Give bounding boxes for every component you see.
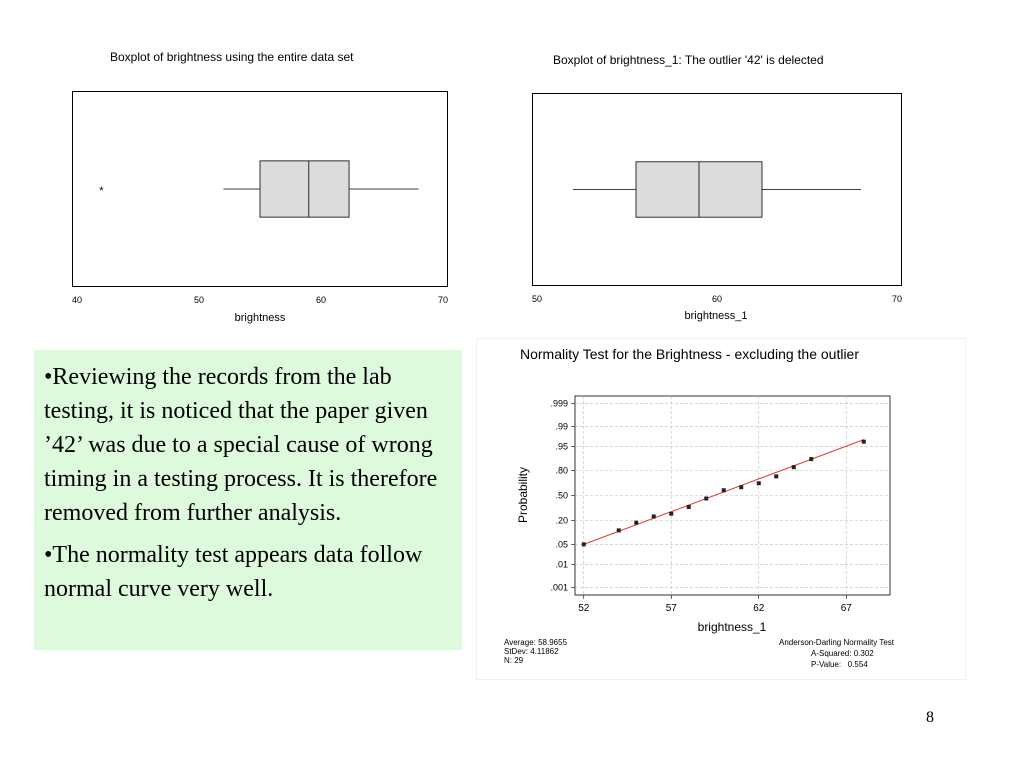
boxplot2-axis: 50 60 70 xyxy=(532,294,902,308)
np-point-1 xyxy=(616,528,621,533)
normality-title: Normality Test for the Brightness - excl… xyxy=(520,346,860,362)
stats-left: Average: 58.9655 StDev: 4.11862 N: 29 xyxy=(504,638,567,665)
np-xtick-57: 57 xyxy=(666,603,678,614)
np-ytick-.05: .05 xyxy=(555,539,568,549)
np-ytick-.95: .95 xyxy=(555,442,568,452)
bp0-tick-60: 60 xyxy=(315,295,327,305)
np-point-11 xyxy=(791,465,796,470)
stat-stdev: StDev: 4.11862 xyxy=(504,647,559,656)
np-point-2 xyxy=(634,520,639,525)
boxplot2-xlabel: brightness_1 xyxy=(684,310,748,322)
normality-plot-svg: .999 .99 .95 .80 .50 .20 .05 .01 .001 52 57 62 67 xyxy=(550,395,891,614)
np-ytick-.50: .50 xyxy=(555,491,568,501)
np-ytick-.999: .999 xyxy=(550,399,568,409)
np-point-6 xyxy=(704,496,709,501)
bp0-tick-50: 50 xyxy=(193,295,205,305)
bp1-tick-70: 70 xyxy=(891,294,903,304)
boxplot1-frame: * xyxy=(72,91,448,287)
ad-a-squared: A-Squared: 0.302 xyxy=(811,649,874,658)
boxplot1-svg: * xyxy=(99,160,419,218)
bullet-2: •The normality test appears data follow … xyxy=(44,542,423,602)
stat-average: Average: 58.9655 xyxy=(504,638,568,647)
normality-xlabel: brightness_1 xyxy=(697,620,767,634)
np-ytick-.80: .80 xyxy=(555,466,568,476)
bp0-outlier-0: * xyxy=(99,185,104,197)
boxplot1-title: Boxplot of brightness using the entire d… xyxy=(110,50,354,64)
bp0-box xyxy=(259,160,350,218)
notes-textbox: •Reviewing the records from the lab test… xyxy=(34,350,462,650)
page-number: 8 xyxy=(926,709,934,726)
np-ytick-.99: .99 xyxy=(555,421,568,431)
np-point-3 xyxy=(651,514,656,519)
np-ytick-.20: .20 xyxy=(555,515,568,525)
np-xtick-62: 62 xyxy=(753,603,765,614)
np-xtick-67: 67 xyxy=(841,603,853,614)
bp1-tick-50: 50 xyxy=(531,294,543,304)
np-ytick-.001: .001 xyxy=(550,582,568,592)
ad-p-value: P-Value: 0.554 xyxy=(811,660,868,669)
bp0-tick-40: 40 xyxy=(71,295,83,305)
ad-test-title: Anderson-Darling Normality Test xyxy=(779,638,895,647)
np-ytick-.01: .01 xyxy=(555,560,568,570)
boxplot2-title: Boxplot of brightness_1: The outlier '42… xyxy=(553,53,824,67)
normality-ylabel: Probability xyxy=(516,466,530,524)
bullet-1: •Reviewing the records from the lab test… xyxy=(44,364,438,526)
boxplot1-axis: 40 50 60 70 xyxy=(72,295,448,309)
np-point-12 xyxy=(809,457,814,462)
np-point-5 xyxy=(686,504,691,509)
bp0-tick-70: 70 xyxy=(437,295,449,305)
boxplot1-xlabel: brightness xyxy=(234,312,286,324)
np-point-8 xyxy=(739,485,744,490)
np-point-10 xyxy=(774,474,779,479)
boxplot2-frame xyxy=(532,93,902,286)
np-point-7 xyxy=(721,488,726,493)
np-point-4 xyxy=(669,511,674,516)
np-xtick-52: 52 xyxy=(578,603,590,614)
boxplot2-svg xyxy=(573,161,861,218)
np-point-13 xyxy=(861,439,866,444)
np-point-9 xyxy=(756,481,761,486)
stat-n: N: 29 xyxy=(504,656,524,665)
bp1-tick-60: 60 xyxy=(711,294,723,304)
np-point-0 xyxy=(581,542,586,547)
